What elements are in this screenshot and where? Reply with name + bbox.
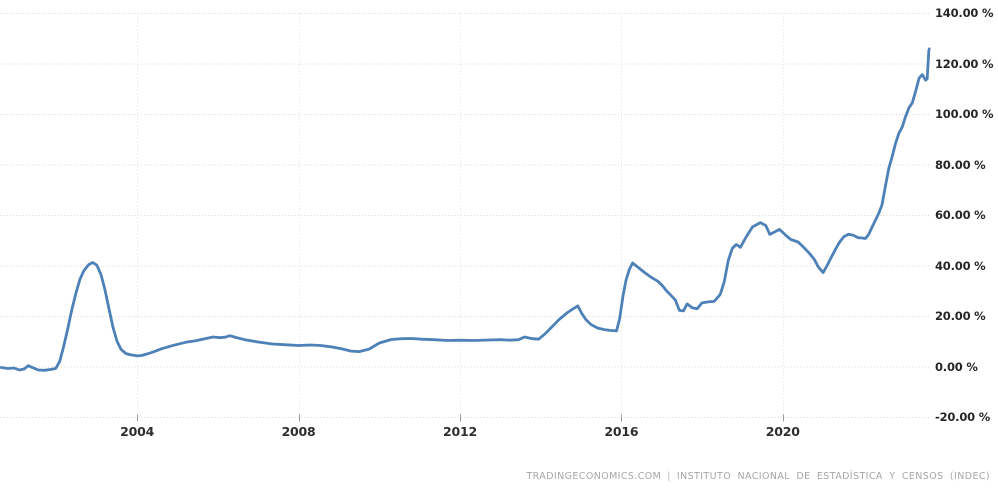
x-tick-label: 2016 (604, 424, 639, 439)
y-tick-label: 20.00 % (935, 309, 986, 323)
y-tick-label: 60.00 % (935, 208, 986, 222)
attribution: TRADINGECONOMICS.COM | INSTITUTO NACIONAL … (526, 471, 990, 482)
y-tick-label: 120.00 % (935, 56, 994, 71)
x-tick-label: 2004 (120, 424, 155, 439)
y-tick-label: -20.00 % (935, 410, 991, 424)
y-tick-label: 80.00 % (935, 157, 986, 172)
x-tick-label: 2020 (765, 424, 800, 439)
y-tick-label: 140.00 % (935, 6, 994, 20)
brand-text: TRADINGECONOMICS.COM (526, 471, 662, 482)
y-tick-label: 0.00 % (935, 359, 978, 374)
y-tick-label: 40.00 % (935, 258, 986, 273)
source-text: INSTITUTO NACIONAL DE ESTADÍSTICA Y CENS… (676, 471, 990, 482)
x-tick-label: 2012 (442, 424, 477, 439)
x-tick-label: 2008 (281, 424, 316, 439)
y-tick-label: 100.00 % (935, 107, 994, 121)
separator: | (667, 471, 671, 482)
inflation-line-series (0, 47, 931, 372)
